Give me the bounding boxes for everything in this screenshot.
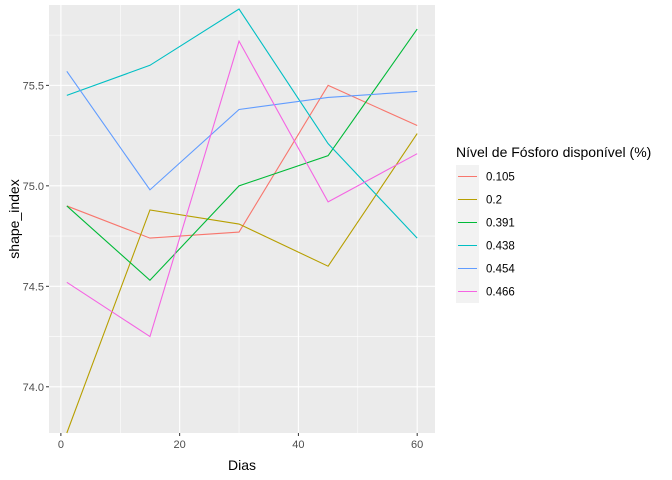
major-gridlines	[49, 5, 435, 433]
x-axis: 0 20 40 60	[58, 433, 423, 451]
legend-label: 0.454	[486, 264, 515, 276]
y-tick-label: 75.5	[23, 80, 44, 92]
legend-title: Nível de Fósforo disponível (%)	[456, 144, 651, 160]
y-axis: 74.0 74.5 75.0 75.5	[23, 80, 49, 394]
legend-label: 0.2	[486, 195, 502, 207]
series-lines	[66, 8, 418, 434]
plot-panel	[49, 5, 435, 433]
x-tick-label: 0	[58, 439, 64, 451]
y-tick-label: 74.5	[23, 281, 44, 293]
legend-label: 0.466	[486, 287, 515, 299]
legend-label: 0.105	[486, 172, 515, 184]
x-axis-title: Dias	[228, 457, 256, 473]
series-line-0.105	[66, 84, 418, 239]
series-line-0.466	[66, 39, 418, 338]
y-tick-label: 74.0	[23, 382, 44, 394]
y-tick-label: 75.0	[23, 181, 44, 193]
x-tick-label: 20	[174, 439, 186, 451]
legend-label: 0.438	[486, 241, 515, 253]
minor-gridlines	[49, 5, 435, 433]
series-line-0.454	[66, 70, 418, 191]
series-line-0.438	[66, 8, 418, 239]
x-tick-label: 40	[292, 439, 304, 451]
series-line-0.391	[66, 28, 418, 282]
series-line-0.2	[66, 133, 418, 434]
legend-label: 0.391	[486, 218, 515, 230]
y-axis-title: shape_index	[6, 179, 22, 258]
legend: Nível de Fósforo disponível (%) 0.105 0.2…	[456, 144, 651, 303]
x-tick-label: 60	[411, 439, 423, 451]
